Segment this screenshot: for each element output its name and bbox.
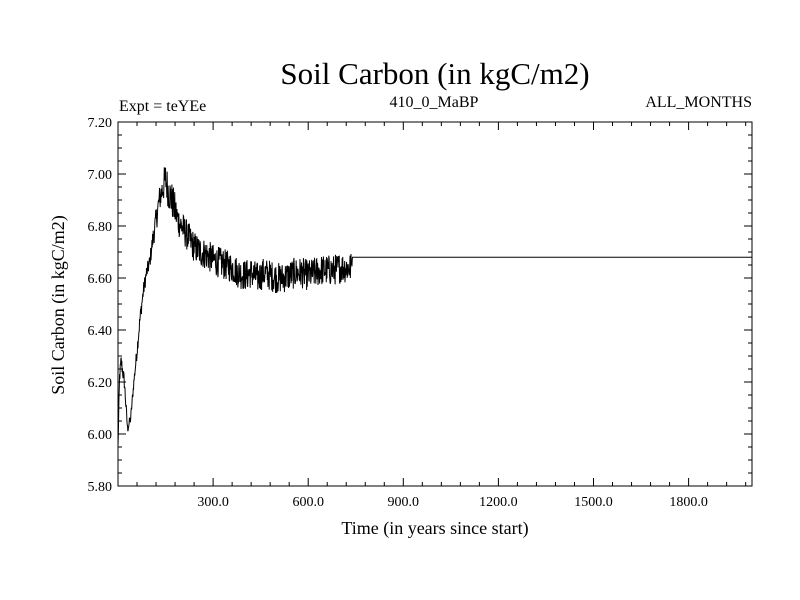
period-label: 410_0_MaBP [390,94,479,111]
series-line [117,167,752,446]
y-tick-label: 6.40 [88,324,113,339]
x-tick-label: 300.0 [197,495,229,510]
tick-labels: 300.0 600.0 900.0 1200.0 1500.0 1800.0 5.80 6.0… [88,116,708,510]
y-tick-label: 5.80 [88,480,113,495]
y-tick-label: 7.20 [88,116,113,131]
y-tick-label: 6.00 [88,428,113,443]
x-tick-label: 1200.0 [479,495,518,510]
y-tick-label: 7.00 [88,168,113,183]
y-tick-label: 6.60 [88,272,113,287]
chart-title: Soil Carbon (in kgC/m2) [280,56,589,91]
y-tick-label: 6.80 [88,220,113,235]
x-axis-label: Time (in years since start) [341,518,528,539]
x-tick-label: 1500.0 [574,495,613,510]
y-axis-label: Soil Carbon (in kgC/m2) [48,215,69,395]
x-tick-label: 900.0 [388,495,420,510]
months-label: ALL_MONTHS [645,94,752,111]
experiment-label: Expt = teYEe [119,98,206,115]
plot-frame [117,121,753,487]
x-tick-label: 600.0 [292,495,324,510]
axis-ticks [118,121,752,487]
x-tick-label: 1800.0 [669,495,708,510]
y-tick-label: 6.20 [88,376,113,391]
series-group [117,167,752,446]
